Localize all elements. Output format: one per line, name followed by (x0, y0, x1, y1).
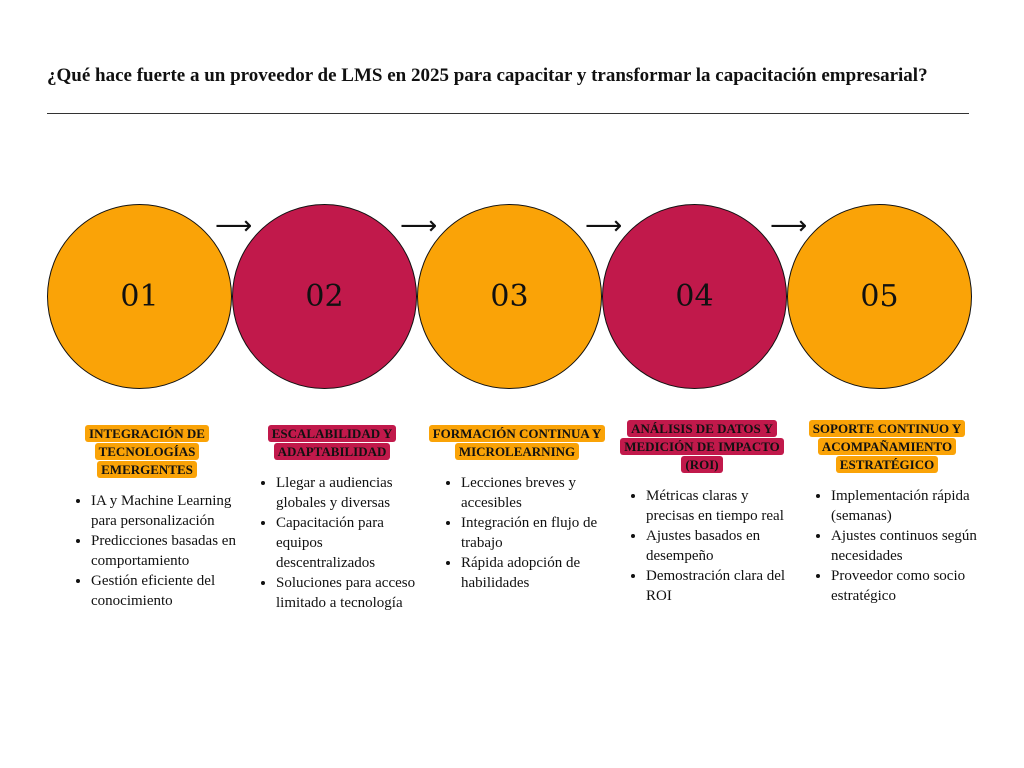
step-number: 02 (305, 279, 344, 314)
step-column: FORMACIÓN CONTINUA Y MICROLEARNING Leccio… (427, 425, 607, 593)
bullet-item: Métricas claras y precisas en tiempo rea… (646, 486, 792, 526)
bullet-item: IA y Machine Learning para personalizaci… (91, 491, 237, 531)
step-bullets: Lecciones breves y accesiblesIntegración… (427, 473, 607, 593)
step-label: INTEGRACIÓN DE TECNOLOGÍAS EMERGENTES (57, 425, 237, 479)
step-circle-05: 05 (787, 204, 972, 389)
step-column: ESCALABILIDAD Y ADAPTABILIDAD Llegar a au… (242, 425, 422, 613)
bullet-item: Soluciones para acceso limitado a tecnol… (276, 573, 422, 613)
step-number: 05 (860, 279, 899, 314)
step-column: ANÁLISIS DE DATOS Y MEDICIÓN DE IMPACTO … (612, 420, 792, 606)
step-label-text: ESCALABILIDAD Y ADAPTABILIDAD (267, 425, 397, 460)
step-bullets: Métricas claras y precisas en tiempo rea… (612, 486, 792, 606)
bullet-item: Proveedor como socio estratégico (831, 566, 977, 606)
step-label: ANÁLISIS DE DATOS Y MEDICIÓN DE IMPACTO … (612, 420, 792, 474)
bullet-item: Ajustes basados en desempeño (646, 526, 792, 566)
step-bullets: IA y Machine Learning para personalizaci… (57, 491, 237, 611)
bullet-item: Llegar a audiencias globales y diversas (276, 473, 422, 513)
step-label-text: SOPORTE CONTINUO Y ACOMPAÑAMIENTO ESTRAT… (808, 420, 966, 473)
step-column: INTEGRACIÓN DE TECNOLOGÍAS EMERGENTES IA … (57, 425, 237, 611)
bullet-item: Demostración clara del ROI (646, 566, 792, 606)
step-circle-04: 04 (602, 204, 787, 389)
step-circle-03: 03 (417, 204, 602, 389)
bullet-item: Gestión eficiente del conocimiento (91, 571, 237, 611)
step-label: FORMACIÓN CONTINUA Y MICROLEARNING (427, 425, 607, 461)
step-bullets: Implementación rápida (semanas)Ajustes c… (797, 486, 977, 606)
step-label: SOPORTE CONTINUO Y ACOMPAÑAMIENTO ESTRAT… (797, 420, 977, 474)
arrow-right-icon: ⟶ (400, 211, 438, 241)
step-number: 04 (675, 279, 714, 314)
page-title: ¿Qué hace fuerte a un proveedor de LMS e… (47, 65, 928, 86)
bullet-item: Implementación rápida (semanas) (831, 486, 977, 526)
step-column: SOPORTE CONTINUO Y ACOMPAÑAMIENTO ESTRAT… (797, 420, 977, 606)
step-number: 03 (490, 279, 529, 314)
arrow-right-icon: ⟶ (770, 211, 808, 241)
bullet-item: Integración en flujo de trabajo (461, 513, 607, 553)
arrow-right-icon: ⟶ (215, 211, 253, 241)
step-circle-01: 01 (47, 204, 232, 389)
bullet-item: Ajustes continuos según necesidades (831, 526, 977, 566)
bullet-item: Rápida adopción de habilidades (461, 553, 607, 593)
step-label: ESCALABILIDAD Y ADAPTABILIDAD (242, 425, 422, 461)
title-divider (47, 113, 969, 114)
step-label-text: INTEGRACIÓN DE TECNOLOGÍAS EMERGENTES (85, 425, 209, 478)
bullet-item: Predicciones basadas en comportamiento (91, 531, 237, 571)
bullet-item: Capacitación para equipos descentralizad… (276, 513, 422, 573)
arrow-right-icon: ⟶ (585, 211, 623, 241)
step-bullets: Llegar a audiencias globales y diversasC… (242, 473, 422, 613)
bullet-item: Lecciones breves y accesibles (461, 473, 607, 513)
step-label-text: ANÁLISIS DE DATOS Y MEDICIÓN DE IMPACTO … (620, 420, 784, 473)
step-circle-02: 02 (232, 204, 417, 389)
step-label-text: FORMACIÓN CONTINUA Y MICROLEARNING (428, 425, 606, 460)
step-number: 01 (120, 279, 159, 314)
